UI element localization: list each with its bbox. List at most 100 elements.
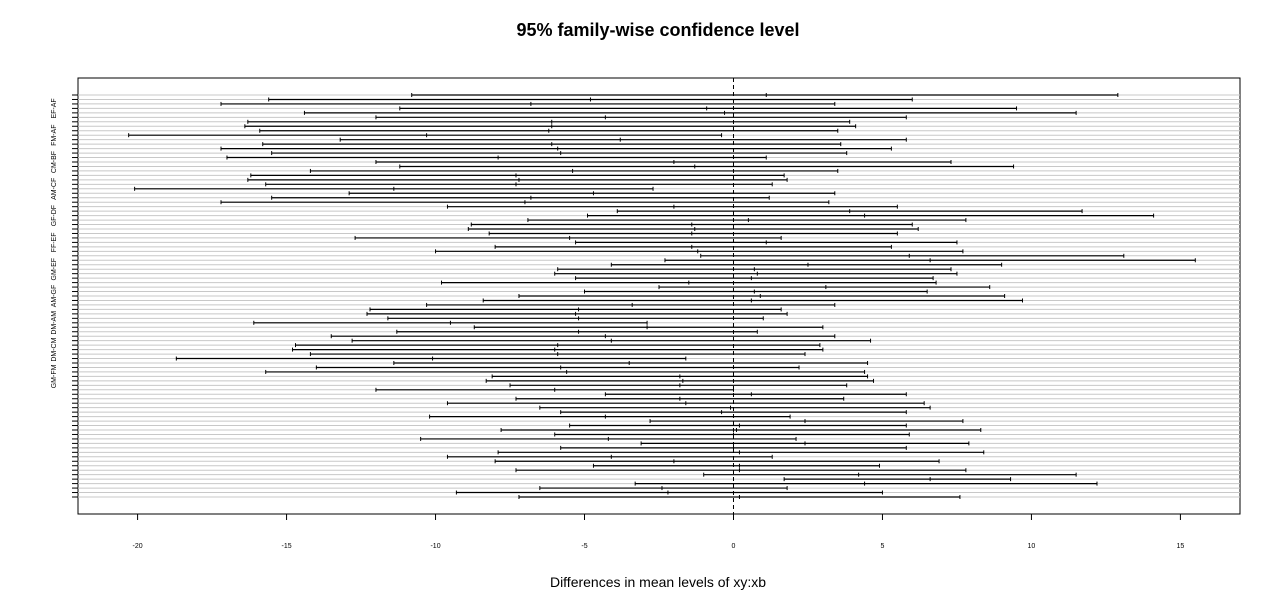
x-tick-label: -15 xyxy=(282,543,292,550)
interval xyxy=(399,106,1018,111)
interval xyxy=(262,142,842,147)
interval xyxy=(396,329,758,334)
interval xyxy=(250,173,785,178)
interval xyxy=(539,405,931,410)
interval xyxy=(309,352,806,357)
interval xyxy=(271,151,848,156)
interval xyxy=(387,316,764,321)
interval xyxy=(303,110,1077,115)
interval xyxy=(473,325,824,330)
interval xyxy=(411,93,1119,97)
x-tick-label: 5 xyxy=(881,543,885,550)
y-axis: EF-AF FM-AF CM-BF AM-CF GF-DF FF-EF GM-EF AM-GF… xyxy=(51,94,78,498)
interval xyxy=(446,454,773,459)
interval xyxy=(554,271,958,276)
interval xyxy=(488,231,898,236)
interval xyxy=(351,338,872,343)
interval xyxy=(518,495,961,499)
x-tick-label: -5 xyxy=(581,543,587,550)
interval xyxy=(604,392,907,397)
interval xyxy=(649,419,964,424)
interval xyxy=(265,369,866,374)
interval xyxy=(175,356,687,361)
interval xyxy=(482,298,1023,303)
interval xyxy=(226,155,767,160)
interval xyxy=(220,146,892,151)
interval xyxy=(494,459,940,464)
y-tick-label: FF-EF xyxy=(51,232,58,252)
interval xyxy=(375,160,952,164)
chart-title: 95% family-wise confidence level xyxy=(516,20,799,40)
interval xyxy=(339,137,907,142)
interval xyxy=(586,213,1155,218)
interval xyxy=(494,244,892,249)
interval xyxy=(295,343,821,348)
interval xyxy=(518,294,1006,298)
interval xyxy=(309,168,839,173)
interval xyxy=(500,428,982,432)
x-tick-label: 15 xyxy=(1177,543,1185,550)
y-tick-label: GF-DF xyxy=(51,205,58,226)
interval xyxy=(393,361,869,365)
x-tick-label: -20 xyxy=(133,543,143,550)
interval xyxy=(429,414,791,419)
interval xyxy=(369,307,782,312)
interval xyxy=(247,177,788,182)
interval xyxy=(399,164,1015,169)
y-tick-label: GM-FM xyxy=(51,364,58,388)
interval xyxy=(253,320,648,325)
y-tick-label: DM-AM xyxy=(51,311,58,335)
interval xyxy=(220,200,830,205)
interval xyxy=(557,267,952,272)
interval xyxy=(220,101,836,106)
interval xyxy=(467,227,919,231)
interval xyxy=(575,276,934,281)
interval xyxy=(315,365,800,370)
interval xyxy=(491,374,869,379)
confidence-intervals xyxy=(128,93,1196,499)
interval xyxy=(354,235,782,240)
interval xyxy=(292,347,824,352)
interval xyxy=(539,486,788,491)
interval xyxy=(420,436,797,441)
interval xyxy=(569,423,907,428)
y-tick-label: AM-CF xyxy=(51,178,58,200)
interval xyxy=(575,240,958,245)
interval xyxy=(366,311,788,316)
interval xyxy=(426,302,836,307)
interval xyxy=(247,119,851,124)
interval xyxy=(446,204,898,209)
interval xyxy=(375,115,907,120)
interval xyxy=(375,387,734,392)
interval xyxy=(128,133,723,138)
interval xyxy=(134,186,654,191)
y-tick-label: EF-AF xyxy=(51,98,58,118)
interval xyxy=(634,481,1098,486)
interval xyxy=(330,334,836,339)
interval xyxy=(435,249,964,254)
interval xyxy=(455,490,883,495)
interval xyxy=(700,253,1125,258)
interval xyxy=(497,450,985,455)
interval xyxy=(268,97,913,102)
interval xyxy=(509,383,848,388)
interval xyxy=(610,262,1003,267)
y-tick-label: DM-CM xyxy=(51,337,58,361)
interval xyxy=(527,218,967,223)
interval xyxy=(640,441,970,446)
interval xyxy=(470,222,913,227)
interval xyxy=(259,128,839,133)
x-axis-label: Differences in mean levels of xy:xb xyxy=(550,574,766,590)
y-tick-label: AM-GF xyxy=(51,285,58,308)
interval xyxy=(560,445,907,450)
interval xyxy=(244,124,857,129)
interval xyxy=(592,463,880,468)
interval xyxy=(664,258,1196,263)
interval xyxy=(515,396,845,401)
interval xyxy=(446,401,925,406)
x-tick-label: 10 xyxy=(1028,543,1036,550)
y-tick-label: FM-AF xyxy=(51,125,58,146)
x-tick-label: -10 xyxy=(430,543,440,550)
interval xyxy=(554,432,910,437)
